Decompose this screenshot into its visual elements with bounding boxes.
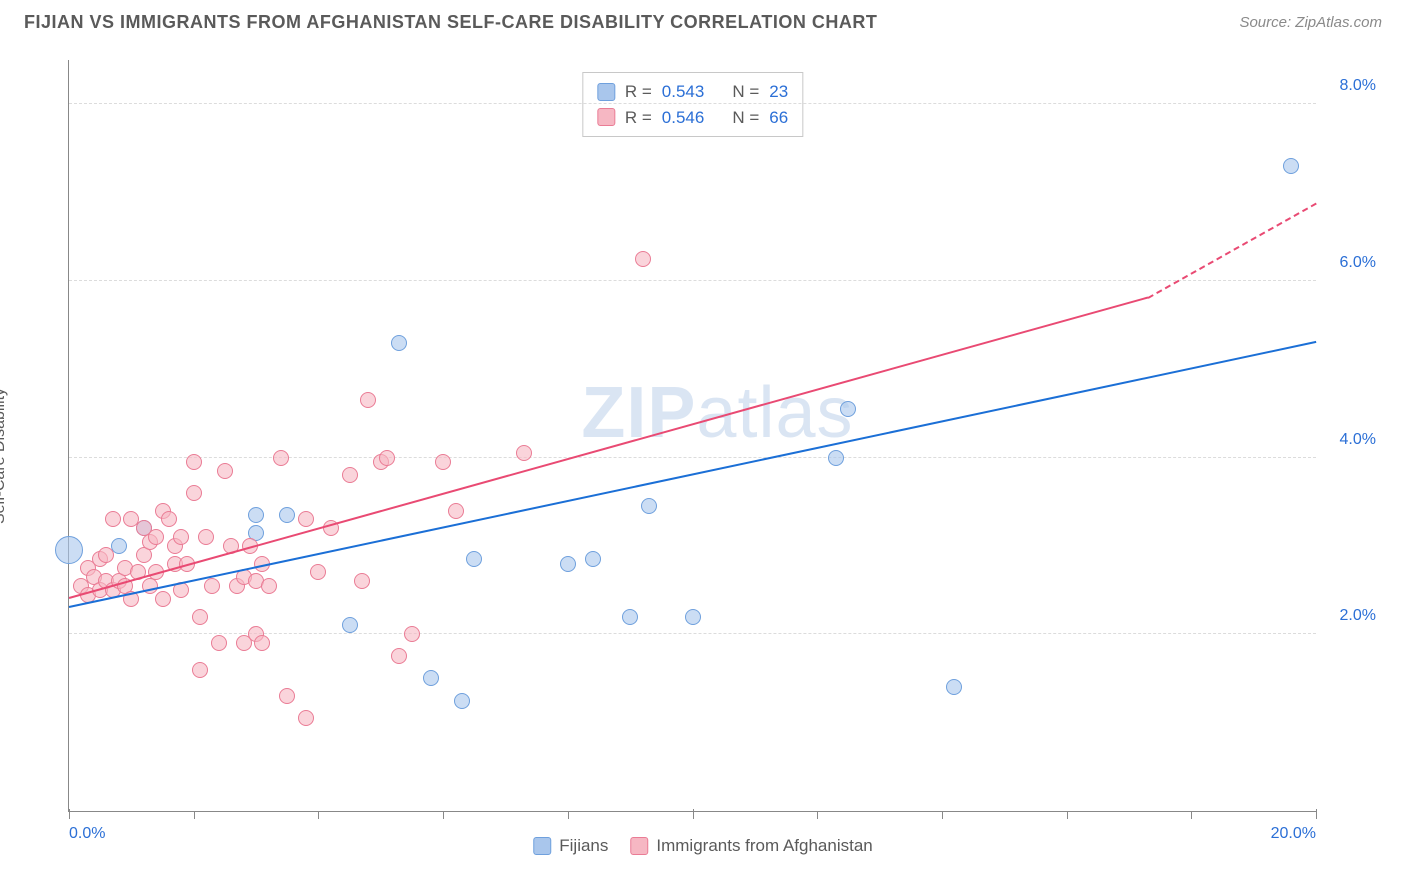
data-point <box>192 662 208 678</box>
x-tick <box>443 811 444 819</box>
data-point <box>379 450 395 466</box>
data-point <box>448 503 464 519</box>
data-point <box>685 609 701 625</box>
data-point <box>560 556 576 572</box>
x-tick <box>1067 811 1068 819</box>
legend-swatch <box>630 837 648 855</box>
gridline <box>69 457 1316 458</box>
legend-item: Immigrants from Afghanistan <box>630 836 872 856</box>
n-value: 66 <box>769 105 788 131</box>
data-point <box>516 445 532 461</box>
data-point <box>261 578 277 594</box>
chart-container: Self-Care Disability ZIPatlas R =0.543N … <box>20 50 1386 862</box>
n-label: N = <box>732 105 759 131</box>
trend-line <box>69 341 1316 608</box>
data-point <box>254 635 270 651</box>
y-tick-label: 8.0% <box>1324 77 1376 95</box>
y-tick-label: 4.0% <box>1324 431 1376 449</box>
data-point <box>298 710 314 726</box>
legend-label: Immigrants from Afghanistan <box>656 836 872 856</box>
data-point <box>622 609 638 625</box>
data-point <box>98 547 114 563</box>
data-point <box>342 617 358 633</box>
y-axis-label: Self-Care Disability <box>0 388 9 524</box>
stats-legend: R = 0.543 N = 23 R = 0.546 N = 66 <box>582 72 803 137</box>
y-tick-label: 6.0% <box>1324 254 1376 272</box>
data-point <box>105 511 121 527</box>
chart-title: FIJIAN VS IMMIGRANTS FROM AFGHANISTAN SE… <box>24 12 877 33</box>
x-tick-label: 20.0% <box>1271 825 1316 843</box>
stats-legend-row: R = 0.546 N = 66 <box>597 105 788 131</box>
data-point <box>404 626 420 642</box>
y-tick-label: 2.0% <box>1324 607 1376 625</box>
data-point <box>298 511 314 527</box>
data-point <box>435 454 451 470</box>
gridline <box>69 103 1316 104</box>
legend-swatch <box>533 837 551 855</box>
data-point <box>217 463 233 479</box>
x-tick <box>942 811 943 819</box>
data-point <box>454 693 470 709</box>
data-point <box>423 670 439 686</box>
data-point <box>391 335 407 351</box>
data-point <box>310 564 326 580</box>
data-point <box>354 573 370 589</box>
x-tick <box>568 811 569 819</box>
x-tick-label: 0.0% <box>69 825 105 843</box>
data-point <box>161 511 177 527</box>
x-tick <box>69 809 70 819</box>
data-point <box>585 551 601 567</box>
data-point <box>1283 158 1299 174</box>
data-point <box>360 392 376 408</box>
r-value: 0.543 <box>662 79 705 105</box>
data-point <box>840 401 856 417</box>
legend-item: Fijians <box>533 836 608 856</box>
data-point <box>391 648 407 664</box>
r-label: R = <box>625 79 652 105</box>
x-tick <box>1191 811 1192 819</box>
plot-area: ZIPatlas R =0.543N =23R =0.546N =66 2.0%… <box>68 60 1316 812</box>
data-point <box>198 529 214 545</box>
legend-swatch <box>597 108 615 126</box>
data-point <box>148 529 164 545</box>
data-point <box>173 529 189 545</box>
data-point <box>273 450 289 466</box>
legend-label: Fijians <box>559 836 608 856</box>
data-point <box>155 591 171 607</box>
x-tick <box>817 811 818 819</box>
data-point <box>186 485 202 501</box>
data-point <box>279 507 295 523</box>
data-point <box>279 688 295 704</box>
r-value: 0.546 <box>662 105 705 131</box>
source-attribution: Source: ZipAtlas.com <box>1239 14 1382 31</box>
gridline <box>69 280 1316 281</box>
series-legend: Fijians Immigrants from Afghanistan <box>533 836 873 856</box>
x-tick <box>318 811 319 819</box>
n-label: N = <box>732 79 759 105</box>
data-point <box>641 498 657 514</box>
r-label: R = <box>625 105 652 131</box>
legend-swatch <box>597 83 615 101</box>
trend-line <box>1147 202 1316 298</box>
x-tick <box>1316 809 1317 819</box>
data-point <box>192 609 208 625</box>
data-point <box>828 450 844 466</box>
x-tick <box>194 811 195 819</box>
data-point <box>55 536 83 564</box>
data-point <box>342 467 358 483</box>
data-point <box>248 507 264 523</box>
data-point <box>204 578 220 594</box>
x-tick <box>693 809 694 819</box>
data-point <box>946 679 962 695</box>
data-point <box>211 635 227 651</box>
n-value: 23 <box>769 79 788 105</box>
trend-line <box>69 297 1148 599</box>
data-point <box>186 454 202 470</box>
data-point <box>635 251 651 267</box>
stats-legend-row: R = 0.543 N = 23 <box>597 79 788 105</box>
data-point <box>466 551 482 567</box>
